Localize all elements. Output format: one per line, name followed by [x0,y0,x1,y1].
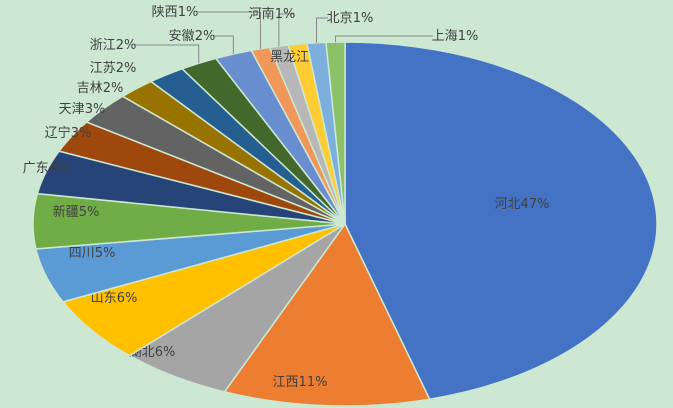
value-label: 1% [275,7,296,22]
leader-line [334,35,433,43]
value-label: 1% [458,29,479,44]
leader-line [197,11,261,49]
data-label: 广东4% [23,161,70,176]
category-name: 河北 [495,197,521,212]
data-label: 安徽2% [169,29,216,44]
value-label: 5% [79,205,100,220]
leader-line [278,13,294,47]
value-label: 4% [49,161,70,176]
category-name: 辽宁 [45,125,71,141]
data-label: 辽宁3% [45,125,92,141]
pie-slice [344,41,658,401]
value-label: 11% [299,375,328,390]
data-label: 河南1% [249,6,296,22]
value-label: 6% [117,291,138,306]
data-label: 天津3% [59,102,106,117]
data-label: 江西11% [273,375,328,390]
value-label: 6% [155,345,176,360]
category-name: 上海 [432,29,458,44]
data-label: 上海1% [432,29,479,44]
value-label: 3% [85,102,106,117]
value-label: 3% [71,126,92,141]
category-name: 河南 [249,6,275,22]
category-name: 新疆 [53,204,79,220]
category-name: 江西 [273,375,299,390]
leader-line [135,44,200,64]
category-name: 广东 [23,161,49,176]
value-label: 2% [195,29,216,44]
value-label: 5% [95,246,116,261]
value-label: 2% [116,38,137,53]
data-label: 新疆5% [53,204,100,220]
category-name: 北京 [327,11,353,26]
data-label: 江苏2% [90,60,137,76]
category-name: 四川 [69,246,95,261]
data-label: 山东6% [91,291,138,306]
category-name: 陕西 [152,5,178,20]
value-label: 2% [116,61,137,76]
data-label: 浙江2% [90,38,137,53]
data-label: 河北47% [495,197,550,212]
data-label: 陕西1% [152,5,199,20]
value-label: 1% [353,11,374,26]
value-label: 2% [103,81,124,96]
category-name: 黑龙江 [270,50,309,65]
category-name: 天津 [59,102,85,117]
leader-line [315,17,328,43]
category-name: 安徽 [169,29,195,44]
category-name: 吉林 [77,81,103,96]
value-label: 1% [178,5,199,20]
data-label: 北京1% [327,11,374,26]
pie-slice [223,222,431,407]
category-name: 浙江 [90,38,116,53]
category-name: 山东 [91,291,117,306]
value-label: 47% [521,197,550,212]
leader-line [214,35,234,55]
data-label: 四川5% [69,246,116,261]
category-name: 江苏 [90,60,116,76]
data-label: 吉林2% [77,81,124,96]
